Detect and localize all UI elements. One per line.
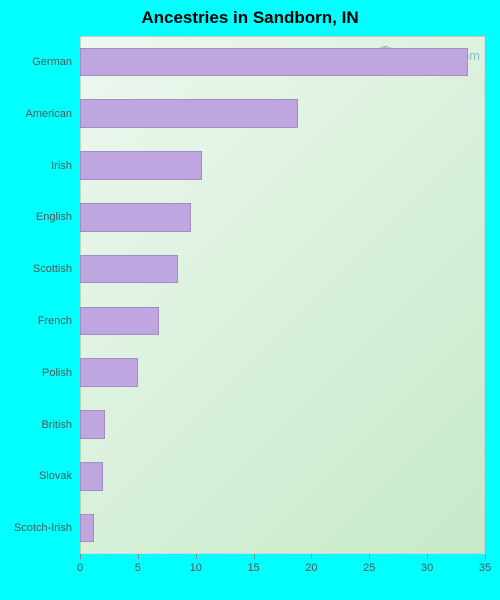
x-tick-mark [138,554,139,559]
y-axis-label: Irish [0,160,72,172]
y-axis-label: Polish [0,367,72,379]
x-axis-label: 30 [421,562,433,574]
bar [80,203,191,231]
y-axis-label: Scotch-Irish [0,522,72,534]
chart-title: Ancestries in Sandborn, IN [0,8,500,28]
bar [80,48,468,76]
x-tick-mark [311,554,312,559]
x-axis-label: 35 [479,562,491,574]
x-tick-mark [485,554,486,559]
x-tick-mark [427,554,428,559]
x-axis-label: 10 [190,562,202,574]
x-axis-label: 20 [305,562,317,574]
x-tick-mark [254,554,255,559]
bar [80,307,159,335]
x-tick-mark [196,554,197,559]
bar [80,151,202,179]
y-axis-label: American [0,108,72,120]
y-axis-label: Slovak [0,470,72,482]
bar [80,99,298,127]
x-axis-label: 0 [77,562,83,574]
y-axis-label: German [0,56,72,68]
x-tick-mark [369,554,370,559]
x-tick-mark [80,554,81,559]
chart-container: Ancestries in Sandborn, IN City-Data.com… [0,0,500,600]
y-axis-label: Scottish [0,263,72,275]
x-axis-label: 25 [363,562,375,574]
y-axis-label: English [0,211,72,223]
x-axis-label: 15 [247,562,259,574]
x-axis-label: 5 [135,562,141,574]
bar [80,358,138,386]
bar [80,255,178,283]
bar [80,462,103,490]
bar [80,514,94,542]
y-axis-label: French [0,315,72,327]
bar [80,410,105,438]
y-axis-label: British [0,419,72,431]
